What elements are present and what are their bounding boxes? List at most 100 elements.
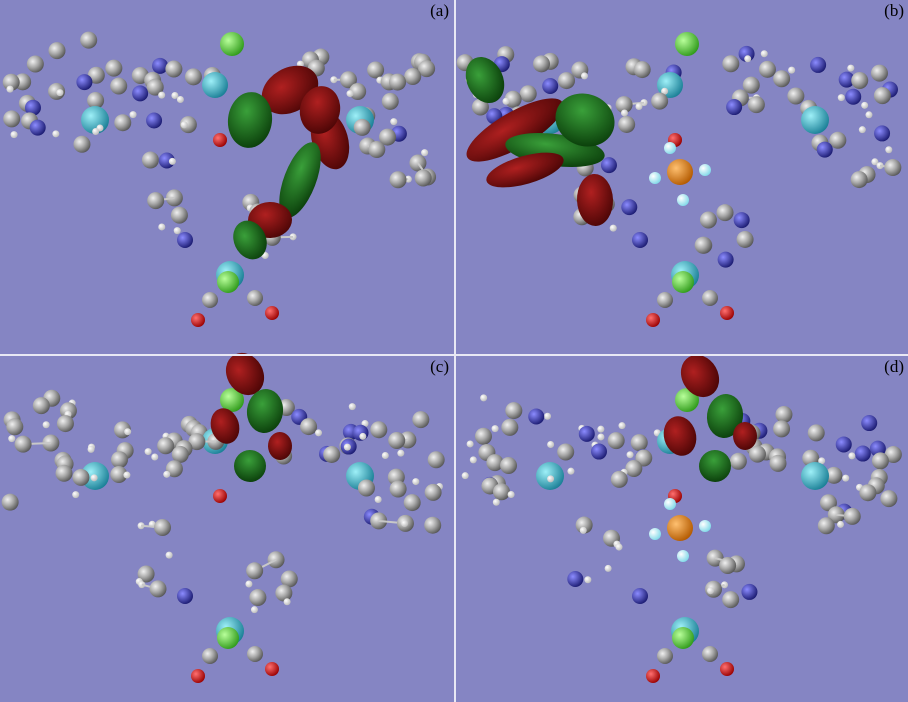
atom	[672, 627, 694, 649]
atom	[775, 406, 792, 423]
atom	[347, 90, 354, 97]
atom	[579, 426, 595, 442]
atom	[404, 494, 421, 511]
atom	[871, 65, 888, 82]
atom	[649, 172, 661, 184]
atom	[132, 85, 148, 101]
atom	[720, 662, 734, 676]
atom	[493, 483, 510, 500]
atom	[581, 72, 588, 79]
atom	[567, 468, 574, 475]
atom	[567, 571, 583, 587]
atom	[773, 420, 790, 437]
atom	[608, 432, 625, 449]
atom	[213, 489, 227, 503]
atom	[30, 120, 46, 136]
atom	[397, 450, 404, 457]
atom	[615, 544, 622, 551]
atom	[275, 585, 292, 602]
atom	[664, 142, 676, 154]
atom	[56, 89, 63, 96]
atom	[699, 520, 711, 532]
atom	[851, 72, 868, 89]
atom	[174, 227, 181, 234]
atom	[390, 118, 397, 125]
atom	[726, 99, 742, 115]
atom	[646, 669, 660, 683]
atom	[547, 475, 554, 482]
atom	[675, 32, 699, 56]
atom	[591, 444, 607, 460]
atom	[837, 521, 844, 528]
atom	[500, 457, 517, 474]
atom	[421, 149, 428, 156]
atom	[844, 508, 861, 525]
atom	[123, 472, 130, 479]
atom	[284, 598, 291, 605]
atom	[759, 61, 776, 78]
atom	[202, 72, 228, 98]
atom	[632, 232, 648, 248]
panel-label: (c)	[430, 357, 449, 376]
atom	[11, 131, 18, 138]
atom	[114, 114, 131, 131]
atom	[872, 452, 889, 469]
atom	[300, 418, 317, 435]
atom	[646, 313, 660, 327]
atom	[265, 662, 279, 676]
atom	[354, 119, 371, 136]
atom	[664, 498, 676, 510]
panel-label: (d)	[884, 357, 904, 376]
panel: (d)	[455, 348, 908, 702]
atom	[475, 428, 492, 445]
atom	[154, 519, 171, 536]
atom	[859, 126, 866, 133]
atom	[788, 67, 795, 74]
atom	[634, 61, 651, 78]
atom	[618, 422, 625, 429]
atom	[848, 452, 855, 459]
atom	[166, 552, 173, 559]
atom	[52, 130, 59, 137]
atom	[702, 290, 718, 306]
atom	[158, 92, 165, 99]
atom	[761, 50, 768, 57]
atom	[412, 478, 419, 485]
atom	[425, 484, 442, 501]
atom	[651, 93, 668, 110]
atom	[627, 451, 634, 458]
atom	[770, 455, 787, 472]
atom	[158, 223, 165, 230]
atom	[838, 94, 845, 101]
atom	[621, 109, 628, 116]
atom	[15, 436, 32, 453]
atom	[48, 42, 65, 59]
atom	[493, 499, 500, 506]
atom	[801, 106, 829, 134]
atom	[635, 103, 642, 110]
atom	[720, 306, 734, 320]
atom	[462, 472, 469, 479]
atom	[672, 271, 694, 293]
atom	[72, 469, 89, 486]
panel: (c)	[0, 346, 453, 702]
atom	[470, 456, 477, 463]
atom	[171, 207, 188, 224]
atom	[217, 627, 239, 649]
atom	[110, 78, 127, 95]
atom	[88, 446, 95, 453]
atom	[181, 121, 188, 128]
atom	[323, 446, 340, 463]
atom	[142, 152, 159, 169]
atom	[533, 55, 550, 72]
panel: (a)	[0, 0, 453, 354]
atom	[748, 96, 765, 113]
atom	[390, 171, 407, 188]
atom	[27, 56, 44, 73]
atom	[492, 425, 499, 432]
atom	[147, 192, 164, 209]
atom	[467, 440, 474, 447]
atom	[810, 57, 826, 73]
atom	[657, 292, 673, 308]
atom	[359, 433, 366, 440]
